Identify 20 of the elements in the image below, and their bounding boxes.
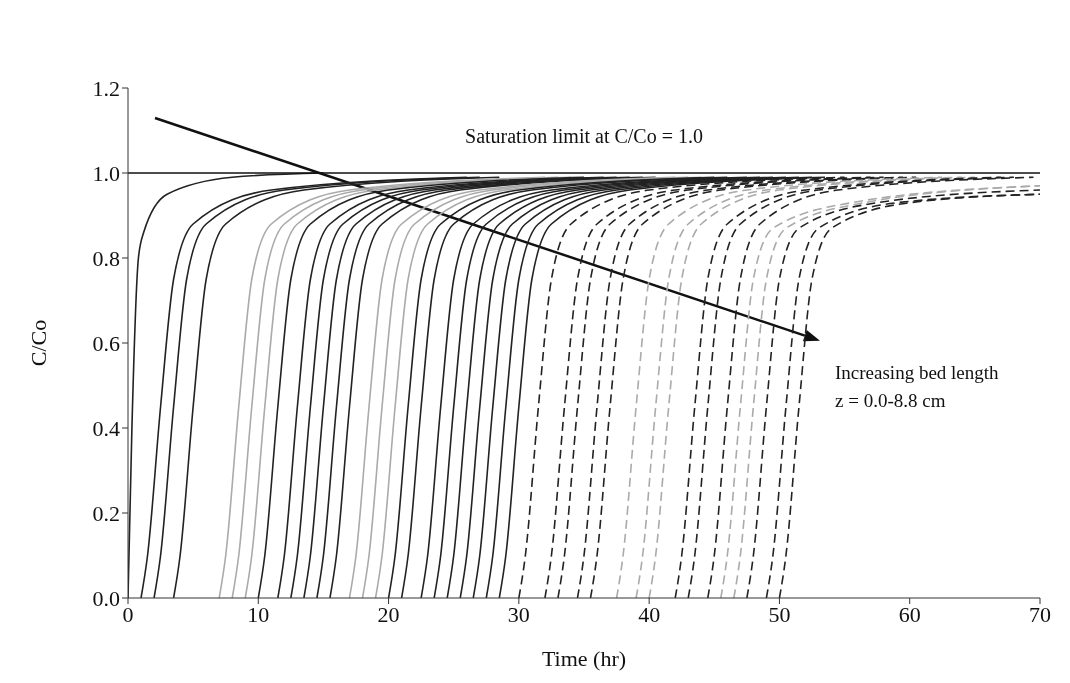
y-tick-label: 0.2 [92,500,120,526]
y-axis-title: C/Co [25,319,51,367]
y-tick-label: 0.6 [92,330,120,356]
x-tick-label: 30 [507,601,530,627]
x-tick-label: 60 [898,601,921,627]
annotation: Increasing bed length [835,361,1000,383]
x-tick-label: 10 [247,601,270,627]
annotation: z = 0.0-8.8 cm [835,389,946,411]
x-tick-label: 70 [1029,601,1051,627]
y-tick-label: 1.2 [92,75,120,101]
x-tick-label: 0 [122,601,134,627]
x-axis-title: Time (hr) [541,646,627,671]
ref-line-label: Saturation limit at C/Co = 1.0 [465,125,703,147]
y-tick-label: 1.0 [92,160,120,186]
x-tick-label: 20 [377,601,400,627]
x-tick-label: 50 [768,601,791,627]
y-tick-label: 0.0 [92,585,120,611]
y-tick-label: 0.8 [92,245,120,271]
y-tick-label: 0.4 [92,415,120,441]
x-tick-label: 40 [638,601,661,627]
